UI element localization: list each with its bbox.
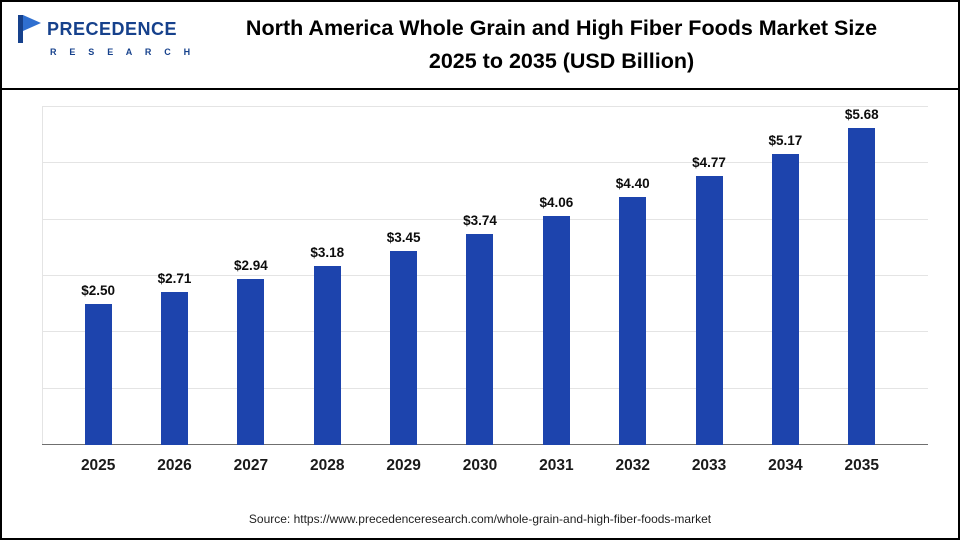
bar — [695, 176, 723, 445]
logo-name: PRECEDENCE — [47, 18, 178, 39]
bar-value-label: $3.45 — [386, 229, 421, 245]
logo-subname: R E S E A R C H — [50, 47, 196, 57]
bar — [466, 234, 494, 445]
bar — [237, 279, 265, 445]
gridline — [42, 106, 928, 107]
x-axis-label: 2030 — [462, 457, 498, 474]
bar-column: $3.45 — [365, 107, 441, 445]
source-text: Source: https://www.precedenceresearch.c… — [248, 512, 712, 526]
x-axis-label: 2031 — [539, 457, 574, 474]
bar — [848, 128, 876, 445]
bars-row: $2.50 $2.71 $2.94 $3.18 $3.45 $3.74 $4.06 $4.40… — [60, 107, 900, 445]
chart-header: PRECEDENCE R E S E A R C H North America… — [2, 2, 958, 90]
bar — [542, 216, 570, 445]
bar-column: $4.06 — [518, 107, 594, 445]
bar-value-label: $2.94 — [234, 258, 268, 274]
bar-value-label: $4.40 — [615, 176, 650, 192]
gridline — [42, 218, 928, 220]
bar — [161, 292, 189, 445]
bar-column: $5.68 — [824, 107, 900, 445]
bar — [390, 250, 418, 445]
bar-column: $2.50 — [60, 107, 136, 445]
x-axis-label: 2033 — [691, 457, 727, 474]
bar-column: $5.17 — [747, 107, 823, 445]
gridline — [42, 162, 928, 164]
x-axis-label: 2026 — [157, 457, 192, 474]
bar-value-label: $3.74 — [463, 213, 497, 229]
x-axis-label: 2025 — [80, 457, 116, 474]
bar-value-label: $5.17 — [768, 132, 803, 148]
chart-title-line1: North America Whole Grain and High Fiber… — [245, 16, 878, 40]
bar-value-label: $4.77 — [692, 155, 726, 171]
x-axis-label: 2035 — [844, 457, 880, 474]
bar-value-label: $5.68 — [844, 107, 879, 122]
bar-column: $3.74 — [442, 107, 518, 445]
bar-value-label: $3.18 — [310, 244, 345, 260]
bar — [313, 265, 341, 445]
bar-column: $4.40 — [595, 107, 671, 445]
y-axis-line — [42, 107, 43, 445]
x-axis-labels: 2025 2026 2027 2028 2029 2030 2031 2032 2033 2034… — [60, 445, 900, 487]
bar-value-label: $2.71 — [157, 271, 192, 287]
bar-column: $3.18 — [289, 107, 365, 445]
bar-column: $2.94 — [213, 107, 289, 445]
precedence-logo-icon — [16, 14, 42, 44]
chart-title: North America Whole Grain and High Fiber… — [177, 12, 946, 78]
x-axis-label: 2034 — [768, 457, 803, 474]
bar — [771, 153, 799, 445]
bar — [84, 304, 112, 445]
bar-value-label: $4.06 — [539, 195, 574, 211]
x-axis-label: 2028 — [310, 457, 345, 474]
bar-column: $2.71 — [136, 107, 212, 445]
precedence-logo: PRECEDENCE R E S E A R C H — [16, 14, 195, 57]
chart-region: $2.50 $2.71 $2.94 $3.18 $3.45 $3.74 $4.06 $4.40… — [42, 106, 928, 474]
plot-area: $2.50 $2.71 $2.94 $3.18 $3.45 $3.74 $4.06 $4.40… — [42, 106, 928, 445]
bar-value-label: $2.50 — [81, 283, 116, 299]
chart-title-line2: 2025 to 2035 (USD Billion) — [428, 49, 695, 73]
x-axis-label: 2027 — [233, 457, 269, 474]
x-axis-label: 2032 — [615, 457, 650, 474]
bar — [619, 197, 647, 445]
x-axis-label: 2029 — [386, 457, 421, 474]
bar-column: $4.77 — [671, 107, 747, 445]
